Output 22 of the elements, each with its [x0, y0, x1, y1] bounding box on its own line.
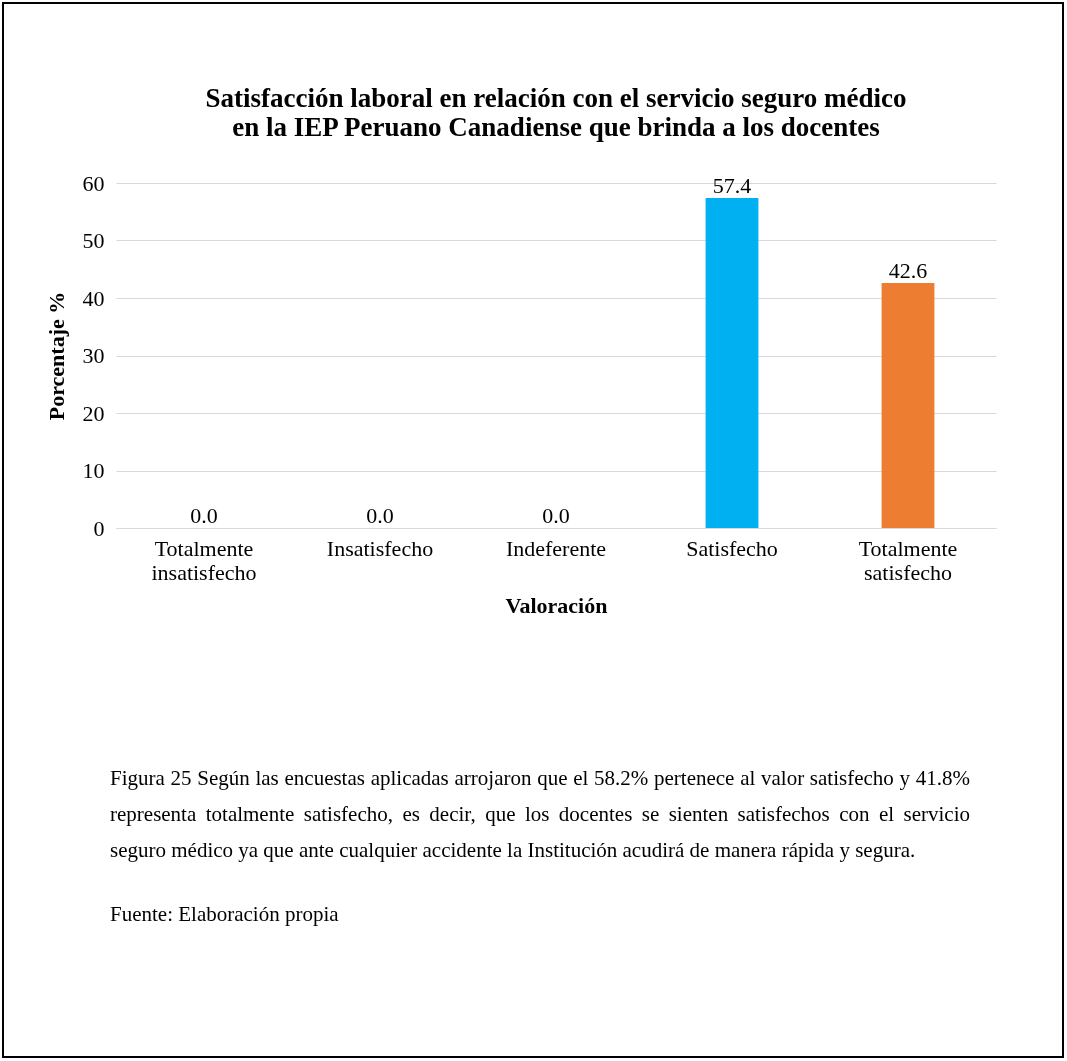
- y-tick-label: 40: [82, 285, 105, 311]
- x-tick-label: Totalmente satisfecho: [858, 535, 958, 585]
- source-note: Fuente: Elaboración propia: [110, 901, 340, 928]
- data-label: 0.0: [190, 503, 218, 528]
- x-tick-label: Satisfecho: [686, 535, 778, 561]
- y-tick-label: 50: [82, 228, 105, 253]
- data-label: 0.0: [542, 503, 570, 528]
- text: Figura 25 Según las encuestas aplicadas arrojaron que el 58.2% pertenece al valor satisfecho y 41.8% representa totalmente satisfecho, es decir, que los docentes se sienten satisfechos con el servicio seguro médico ya que ante cualquier accidente la Institución acudirá de manera rápida y segura.: [110, 765, 970, 864]
- data-label: 57.4: [712, 172, 752, 198]
- x-tick-label: Indeferente: [505, 535, 607, 561]
- y-tick-label: 30: [82, 343, 105, 368]
- y-axis-title: Porcentaje %: [43, 291, 69, 421]
- y-tick-label: 0: [93, 515, 105, 541]
- chart-title: Satisfacción laboral en relación con el servicio seguro médico en la IEP Peruano Canadiense que brinda a los docentes: [205, 83, 907, 142]
- data-label: 0.0: [366, 503, 394, 528]
- x-tick-label: Totalmente insatisfecho: [151, 535, 257, 585]
- x-axis-title: Valoración: [505, 592, 608, 618]
- y-tick-label: 60: [82, 170, 105, 196]
- data-label: 42.6: [888, 258, 928, 284]
- y-tick-label: 10: [82, 458, 105, 483]
- x-tick-label: Insatisfecho: [326, 535, 434, 561]
- y-tick-label: 20: [82, 400, 105, 426]
